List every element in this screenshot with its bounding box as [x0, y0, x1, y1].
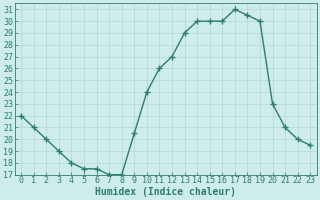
- X-axis label: Humidex (Indice chaleur): Humidex (Indice chaleur): [95, 186, 236, 197]
